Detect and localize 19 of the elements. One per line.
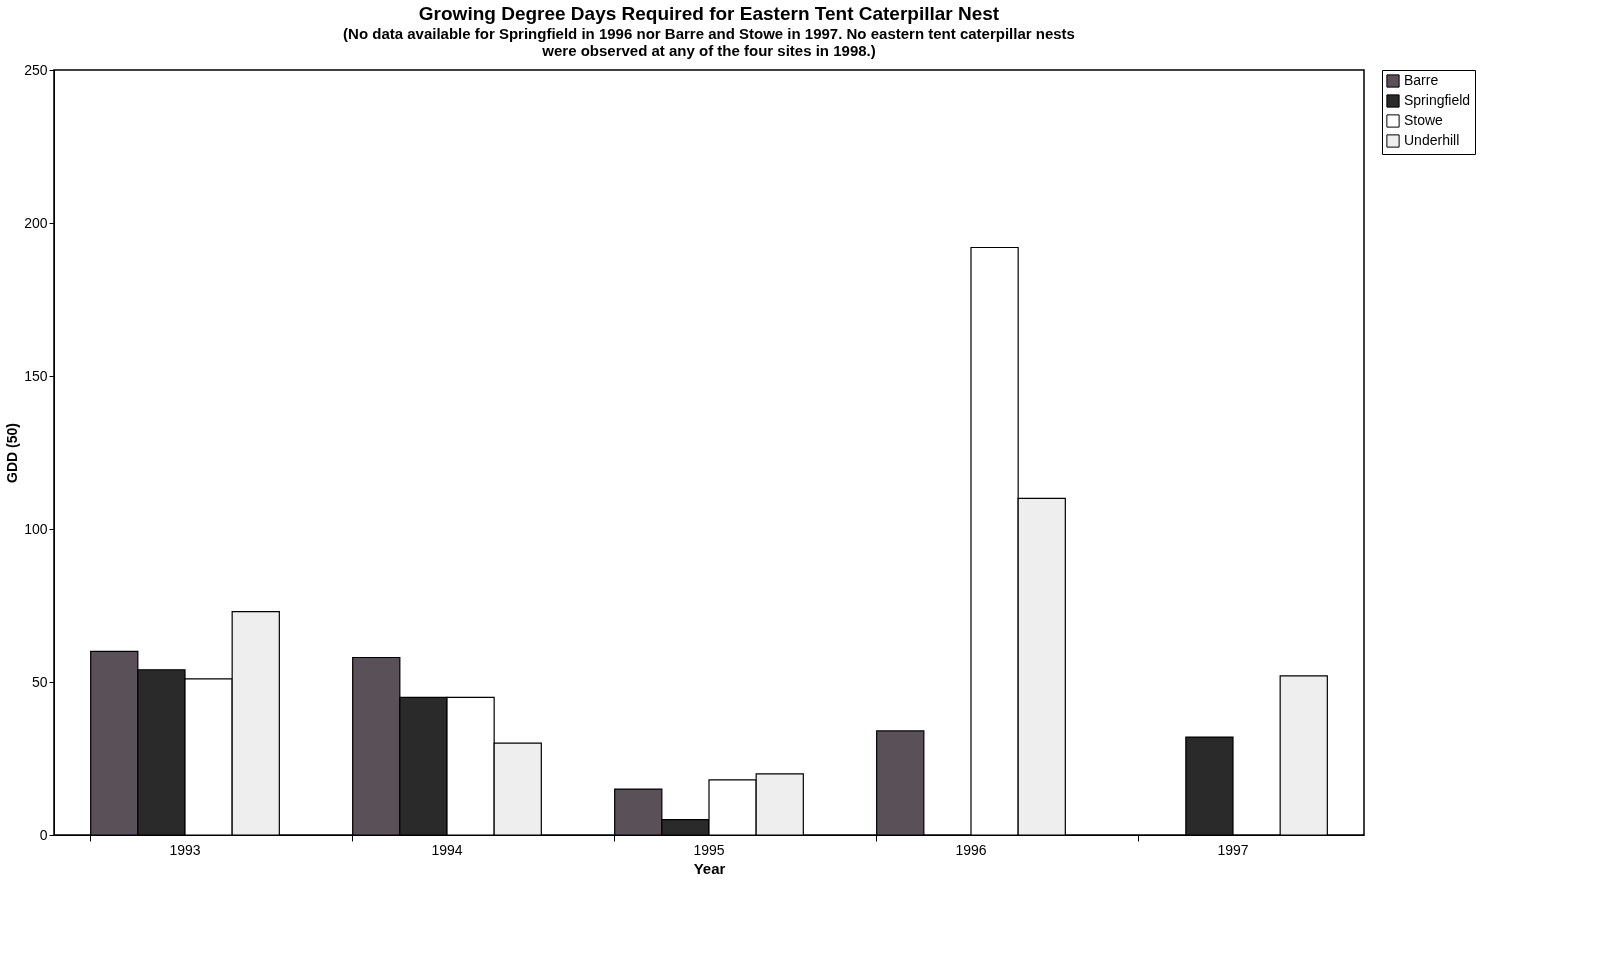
x-tick-label: 1993 xyxy=(169,841,201,858)
y-tick-label: 100 xyxy=(24,520,48,537)
legend-label: Springfield xyxy=(1404,92,1471,108)
y-tick-label: 0 xyxy=(39,826,48,843)
x-tick-label: 1997 xyxy=(1217,841,1249,858)
y-tick-label: 150 xyxy=(24,367,48,384)
y-tick-label: 200 xyxy=(24,214,48,231)
chart-subtitle: (No data available for Springfield in 1996 nor Barre and Stowe in 1997. No eastern tent caterpillar nests were observed at any of the four sites in 1998.) xyxy=(343,25,1075,59)
x-tick-label: 1994 xyxy=(431,841,463,858)
chart-title: Growing Degree Days Required for Eastern Tent Caterpillar Nest xyxy=(418,3,1000,24)
legend-label: Barre xyxy=(1404,72,1439,88)
x-axis-title: Year xyxy=(693,859,726,877)
y-axis-title: GDD (50) xyxy=(4,423,21,483)
legend-label: Underhill xyxy=(1404,132,1460,148)
legend-label: Stowe xyxy=(1404,112,1444,128)
x-tick-label: 1995 xyxy=(693,841,725,858)
x-tick-label: 1996 xyxy=(955,841,987,858)
y-tick-label: 50 xyxy=(31,673,48,690)
y-tick-label: 250 xyxy=(24,61,48,78)
